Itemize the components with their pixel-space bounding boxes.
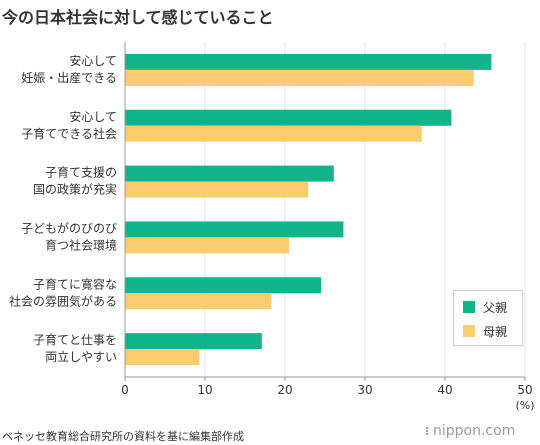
- legend-item-mother: 母親: [463, 324, 508, 339]
- bar: [125, 333, 262, 350]
- chart-title: 今の日本社会に対して感じていること: [2, 8, 274, 27]
- source-note: ベネッセ教育総合研究所の資料を基に編集部作成: [2, 430, 244, 443]
- category-label: 子育てと仕事を: [33, 332, 117, 347]
- category-label: 妊娠・出産できる: [21, 70, 117, 85]
- legend-label-father: 父親: [483, 300, 508, 315]
- x-tick-label: 40: [437, 383, 452, 397]
- bar: [125, 349, 200, 366]
- bar: [125, 69, 474, 86]
- category-label: 国の政策が充実: [33, 182, 117, 197]
- category-label: 安心して: [69, 109, 117, 124]
- x-tick-label: 10: [197, 383, 212, 397]
- x-tick-label: 50: [517, 383, 532, 397]
- x-unit-label: (%): [515, 399, 534, 412]
- bar: [125, 53, 492, 70]
- bar: [125, 125, 422, 142]
- bar: [125, 181, 309, 198]
- logo-text: nippon.com: [433, 423, 516, 439]
- legend-item-father: 父親: [463, 300, 508, 315]
- category-label: 社会の雰囲気がある: [9, 293, 117, 308]
- bar: [125, 293, 272, 310]
- legend-label-mother: 母親: [483, 324, 508, 339]
- x-tick-label: 0: [121, 383, 129, 397]
- bar: [125, 277, 321, 294]
- legend: 父親 母親: [453, 290, 523, 346]
- bar: [125, 165, 334, 182]
- legend-swatch-father: [463, 301, 475, 313]
- category-label: 安心して: [69, 53, 117, 68]
- x-tick-label: 20: [277, 383, 292, 397]
- category-label: 子育て支援の: [45, 165, 117, 180]
- category-label: 育つ社会環境: [45, 237, 117, 252]
- x-tick-label: 30: [357, 383, 372, 397]
- bar: [125, 221, 344, 238]
- category-label: 両立しやすい: [45, 349, 117, 364]
- category-label: 子育てに寛容な: [33, 276, 117, 291]
- bar: [125, 237, 289, 254]
- category-label: 子育てできる社会: [21, 126, 117, 141]
- category-label: 子どもがのびのび: [21, 220, 117, 235]
- legend-swatch-mother: [463, 325, 475, 337]
- nippon-logo[interactable]: nippon.com: [424, 423, 515, 439]
- logo-dots-icon: [424, 426, 430, 436]
- bar: [125, 109, 452, 126]
